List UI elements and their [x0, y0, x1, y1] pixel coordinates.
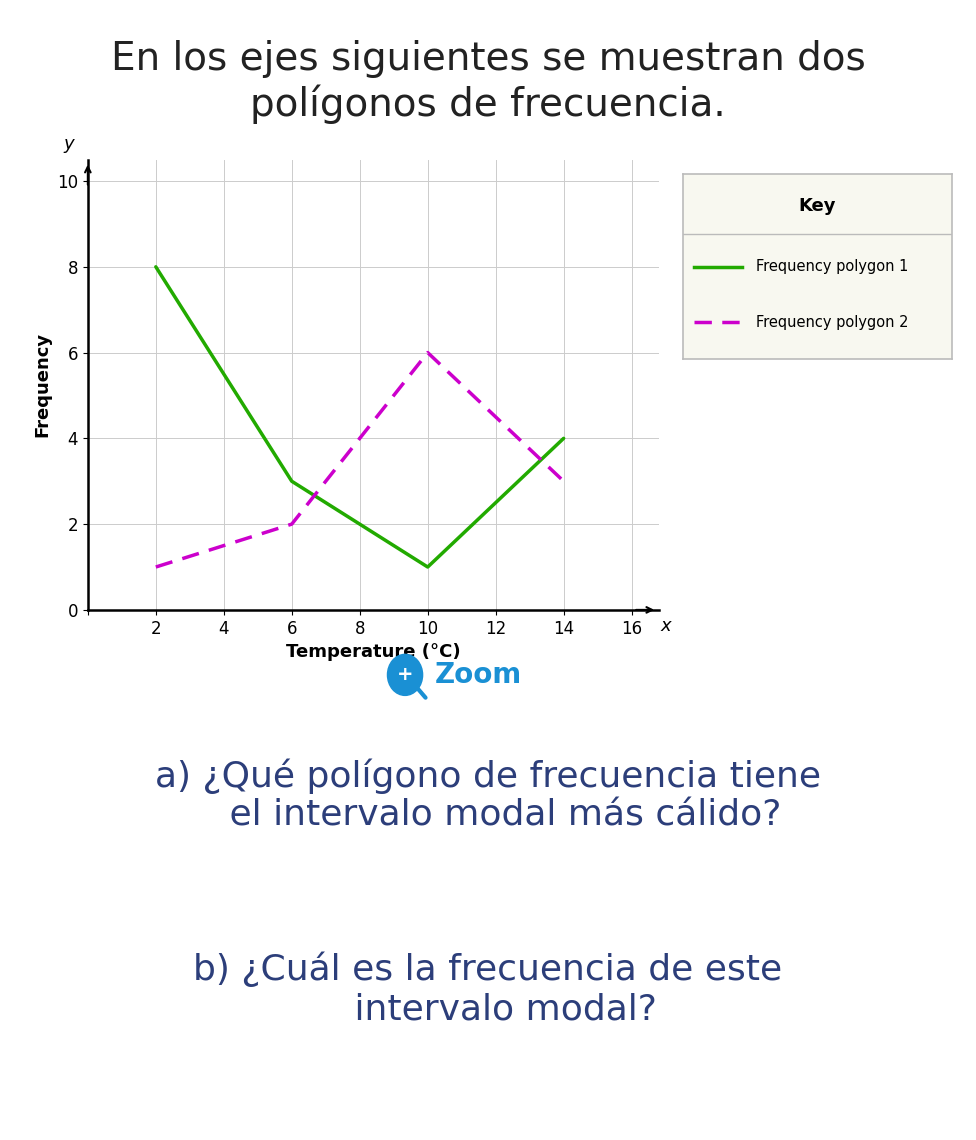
Y-axis label: Frequency: Frequency [33, 332, 52, 438]
Text: Key: Key [798, 196, 836, 214]
Text: Frequency polygon 1: Frequency polygon 1 [755, 259, 908, 275]
Text: x: x [661, 617, 671, 635]
Text: ⌕: ⌕ [401, 660, 419, 690]
Text: En los ejes siguientes se muestran dos
polígonos de frecuencia.: En los ejes siguientes se muestran dos p… [110, 40, 866, 124]
Text: a) ¿Qué polígono de frecuencia tiene
   el intervalo modal más cálido?: a) ¿Qué polígono de frecuencia tiene el … [155, 758, 821, 833]
Text: Frequency polygon 2: Frequency polygon 2 [755, 315, 909, 329]
Text: Zoom: Zoom [434, 661, 521, 689]
Text: y: y [63, 136, 74, 153]
Text: +: + [397, 666, 413, 684]
X-axis label: Temperature (°C): Temperature (°C) [286, 643, 461, 661]
Text: b) ¿Cuál es la frecuencia de este
   intervalo modal?: b) ¿Cuál es la frecuencia de este interv… [193, 952, 783, 1027]
